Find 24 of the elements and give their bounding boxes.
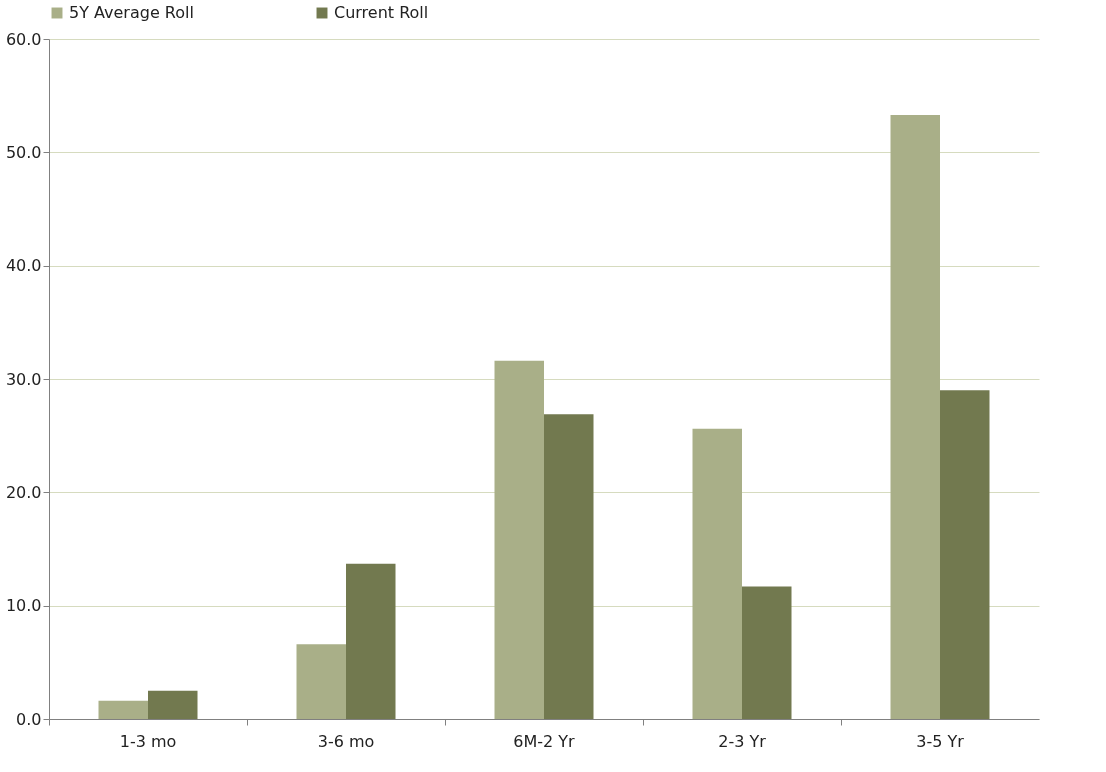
bar [544, 414, 594, 719]
y-tick-label: 60.0 [5, 29, 42, 49]
bar [98, 700, 148, 719]
y-tick-label: 30.0 [5, 369, 42, 389]
bar [692, 428, 742, 719]
x-tick-label: 3-6 mo [317, 731, 375, 751]
bar [742, 586, 792, 719]
x-tick-label: 3-5 Yr [916, 731, 965, 751]
legend-label: Current Roll [334, 3, 429, 22]
x-tick-label: 6M-2 Yr [513, 731, 576, 751]
bar [148, 690, 198, 719]
bar [940, 390, 990, 719]
y-tick-label: 10.0 [5, 596, 42, 616]
bar [346, 563, 396, 719]
x-tick-label: 1-3 mo [119, 731, 177, 751]
bar [296, 644, 346, 719]
y-tick-label: 50.0 [5, 142, 42, 162]
legend-label: 5Y Average Roll [69, 3, 194, 22]
y-tick-label: 0.0 [16, 709, 42, 729]
y-tick-label: 40.0 [5, 256, 42, 276]
bar [494, 360, 544, 719]
y-tick-label: 20.0 [5, 482, 42, 502]
bar [890, 114, 940, 719]
x-tick-label: 2-3 Yr [718, 731, 767, 751]
